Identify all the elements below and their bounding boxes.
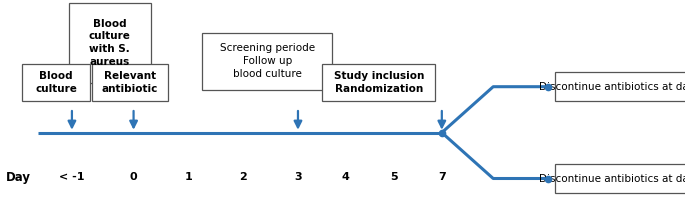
Text: Study inclusion
Randomization: Study inclusion Randomization bbox=[334, 71, 424, 94]
FancyBboxPatch shape bbox=[202, 33, 332, 90]
Text: Screening periode
Follow up
blood culture: Screening periode Follow up blood cultur… bbox=[220, 43, 314, 79]
Text: 1: 1 bbox=[184, 172, 192, 183]
FancyBboxPatch shape bbox=[68, 3, 151, 83]
Text: Blood
culture
with S.
aureus: Blood culture with S. aureus bbox=[88, 19, 131, 67]
FancyBboxPatch shape bbox=[555, 72, 685, 101]
FancyBboxPatch shape bbox=[22, 64, 90, 102]
FancyBboxPatch shape bbox=[322, 64, 436, 102]
Text: 2: 2 bbox=[239, 172, 247, 183]
Text: Relevant
antibiotic: Relevant antibiotic bbox=[102, 71, 158, 94]
Text: Discontinue antibiotics at day 14: Discontinue antibiotics at day 14 bbox=[538, 173, 685, 184]
Text: 3: 3 bbox=[294, 172, 302, 183]
Text: Discontinue antibiotics at day 7: Discontinue antibiotics at day 7 bbox=[539, 82, 685, 92]
Text: Day: Day bbox=[5, 171, 30, 184]
FancyBboxPatch shape bbox=[555, 164, 685, 193]
Text: 5: 5 bbox=[390, 172, 398, 183]
Text: 0: 0 bbox=[129, 172, 138, 183]
Text: 4: 4 bbox=[342, 172, 350, 183]
Text: 7: 7 bbox=[438, 172, 446, 183]
Text: Blood
culture: Blood culture bbox=[35, 71, 77, 94]
FancyBboxPatch shape bbox=[92, 64, 168, 102]
Text: < -1: < -1 bbox=[59, 172, 85, 183]
